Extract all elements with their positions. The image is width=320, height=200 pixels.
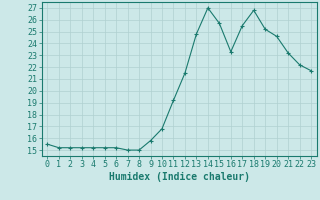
X-axis label: Humidex (Indice chaleur): Humidex (Indice chaleur) <box>109 172 250 182</box>
